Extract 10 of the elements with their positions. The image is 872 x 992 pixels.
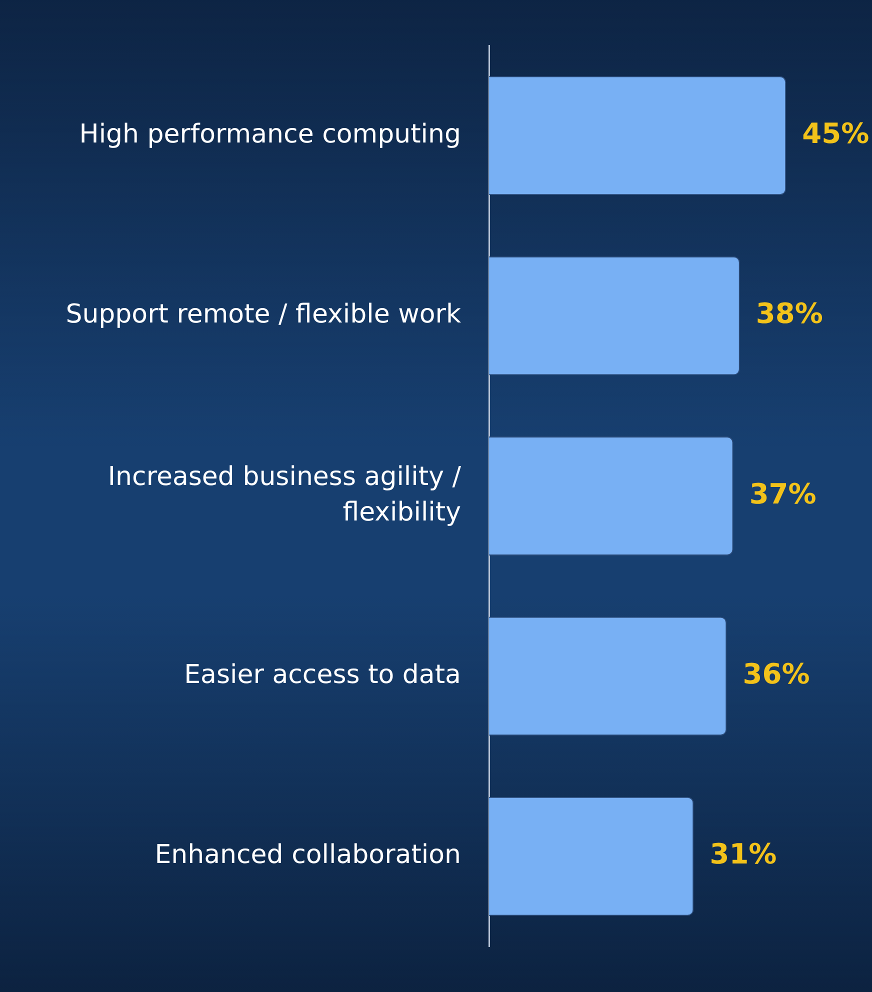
y-tick-label: High performance computing (79, 119, 461, 150)
data-label: 38% (756, 297, 823, 330)
y-tick-label: Enhanced collaboration (154, 840, 461, 870)
data-label: 36% (742, 657, 810, 690)
y-tick-label: Support remote / flexible work (66, 300, 461, 330)
data-label: 31% (710, 838, 777, 871)
data-label: 45% (802, 116, 870, 150)
y-tick-label: Increased business agility / flexibility (108, 462, 462, 528)
y-tick-label: Easier access to data (184, 660, 461, 690)
data-label: 37% (749, 477, 816, 510)
